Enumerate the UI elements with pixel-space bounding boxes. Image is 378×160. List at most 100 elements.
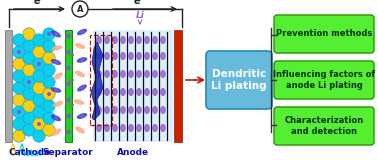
Ellipse shape bbox=[136, 36, 141, 44]
Circle shape bbox=[13, 130, 25, 142]
FancyBboxPatch shape bbox=[274, 107, 374, 145]
Ellipse shape bbox=[136, 106, 141, 114]
Ellipse shape bbox=[121, 36, 125, 44]
Ellipse shape bbox=[121, 70, 125, 78]
Circle shape bbox=[13, 106, 25, 118]
Ellipse shape bbox=[161, 106, 166, 114]
Ellipse shape bbox=[136, 88, 141, 96]
Circle shape bbox=[43, 40, 55, 52]
Ellipse shape bbox=[144, 106, 150, 114]
Ellipse shape bbox=[121, 124, 125, 132]
Text: Influencing factors of
anode Li plating: Influencing factors of anode Li plating bbox=[273, 70, 375, 90]
Circle shape bbox=[72, 1, 88, 17]
Ellipse shape bbox=[113, 106, 118, 114]
Ellipse shape bbox=[77, 113, 87, 119]
Circle shape bbox=[47, 32, 51, 36]
Circle shape bbox=[23, 76, 35, 88]
Circle shape bbox=[13, 82, 25, 94]
Circle shape bbox=[23, 40, 35, 52]
Circle shape bbox=[43, 124, 55, 136]
Circle shape bbox=[66, 66, 71, 70]
Ellipse shape bbox=[51, 59, 61, 65]
Ellipse shape bbox=[129, 36, 133, 44]
Ellipse shape bbox=[144, 124, 150, 132]
Ellipse shape bbox=[96, 52, 102, 60]
Circle shape bbox=[13, 34, 25, 46]
Ellipse shape bbox=[52, 128, 62, 136]
Ellipse shape bbox=[51, 87, 61, 93]
Ellipse shape bbox=[53, 72, 63, 80]
Ellipse shape bbox=[144, 36, 150, 44]
Ellipse shape bbox=[75, 43, 85, 49]
Ellipse shape bbox=[51, 115, 61, 121]
Circle shape bbox=[43, 52, 55, 64]
Circle shape bbox=[23, 124, 35, 136]
Circle shape bbox=[23, 52, 35, 64]
Circle shape bbox=[23, 88, 35, 100]
Ellipse shape bbox=[52, 45, 62, 51]
Circle shape bbox=[33, 46, 45, 58]
Circle shape bbox=[66, 82, 71, 86]
Circle shape bbox=[33, 118, 45, 130]
Text: Metal: Metal bbox=[18, 149, 42, 158]
FancyBboxPatch shape bbox=[174, 30, 182, 142]
Ellipse shape bbox=[75, 127, 85, 133]
Ellipse shape bbox=[129, 88, 133, 96]
Text: O: O bbox=[10, 149, 16, 158]
FancyBboxPatch shape bbox=[274, 61, 374, 99]
Circle shape bbox=[33, 130, 45, 142]
Ellipse shape bbox=[96, 124, 102, 132]
Circle shape bbox=[54, 32, 58, 36]
Ellipse shape bbox=[161, 36, 166, 44]
Circle shape bbox=[66, 98, 71, 102]
Text: Prevention methods: Prevention methods bbox=[276, 29, 372, 39]
Ellipse shape bbox=[51, 31, 61, 37]
Circle shape bbox=[43, 64, 55, 76]
Circle shape bbox=[33, 94, 45, 106]
Circle shape bbox=[13, 70, 25, 82]
Ellipse shape bbox=[144, 70, 150, 78]
Circle shape bbox=[66, 34, 71, 38]
Circle shape bbox=[27, 80, 31, 84]
Ellipse shape bbox=[144, 52, 150, 60]
Ellipse shape bbox=[129, 124, 133, 132]
FancyBboxPatch shape bbox=[93, 30, 173, 142]
Circle shape bbox=[43, 88, 55, 100]
Circle shape bbox=[13, 58, 25, 70]
Text: e⁻: e⁻ bbox=[134, 0, 146, 6]
Circle shape bbox=[54, 60, 58, 64]
Text: Dendritic
Li plating: Dendritic Li plating bbox=[211, 69, 267, 91]
Ellipse shape bbox=[96, 88, 102, 96]
Circle shape bbox=[66, 114, 71, 118]
Ellipse shape bbox=[113, 52, 118, 60]
Ellipse shape bbox=[121, 88, 125, 96]
FancyBboxPatch shape bbox=[274, 15, 374, 53]
Ellipse shape bbox=[96, 70, 102, 78]
Ellipse shape bbox=[74, 99, 84, 105]
Ellipse shape bbox=[113, 36, 118, 44]
Ellipse shape bbox=[121, 52, 125, 60]
Ellipse shape bbox=[129, 52, 133, 60]
FancyBboxPatch shape bbox=[65, 30, 72, 142]
Circle shape bbox=[43, 100, 55, 112]
Ellipse shape bbox=[104, 52, 110, 60]
FancyBboxPatch shape bbox=[5, 30, 12, 142]
Circle shape bbox=[33, 58, 45, 70]
Circle shape bbox=[23, 100, 35, 112]
Circle shape bbox=[23, 28, 35, 40]
Ellipse shape bbox=[104, 70, 110, 78]
Circle shape bbox=[33, 70, 45, 82]
Ellipse shape bbox=[96, 36, 102, 44]
Ellipse shape bbox=[104, 106, 110, 114]
Ellipse shape bbox=[161, 124, 166, 132]
Circle shape bbox=[13, 118, 25, 130]
Ellipse shape bbox=[104, 36, 110, 44]
Circle shape bbox=[33, 82, 45, 94]
Ellipse shape bbox=[161, 70, 166, 78]
Circle shape bbox=[23, 64, 35, 76]
Ellipse shape bbox=[77, 29, 87, 35]
Text: Cathode: Cathode bbox=[9, 148, 51, 157]
Ellipse shape bbox=[136, 52, 141, 60]
Circle shape bbox=[17, 110, 21, 114]
Ellipse shape bbox=[152, 124, 158, 132]
